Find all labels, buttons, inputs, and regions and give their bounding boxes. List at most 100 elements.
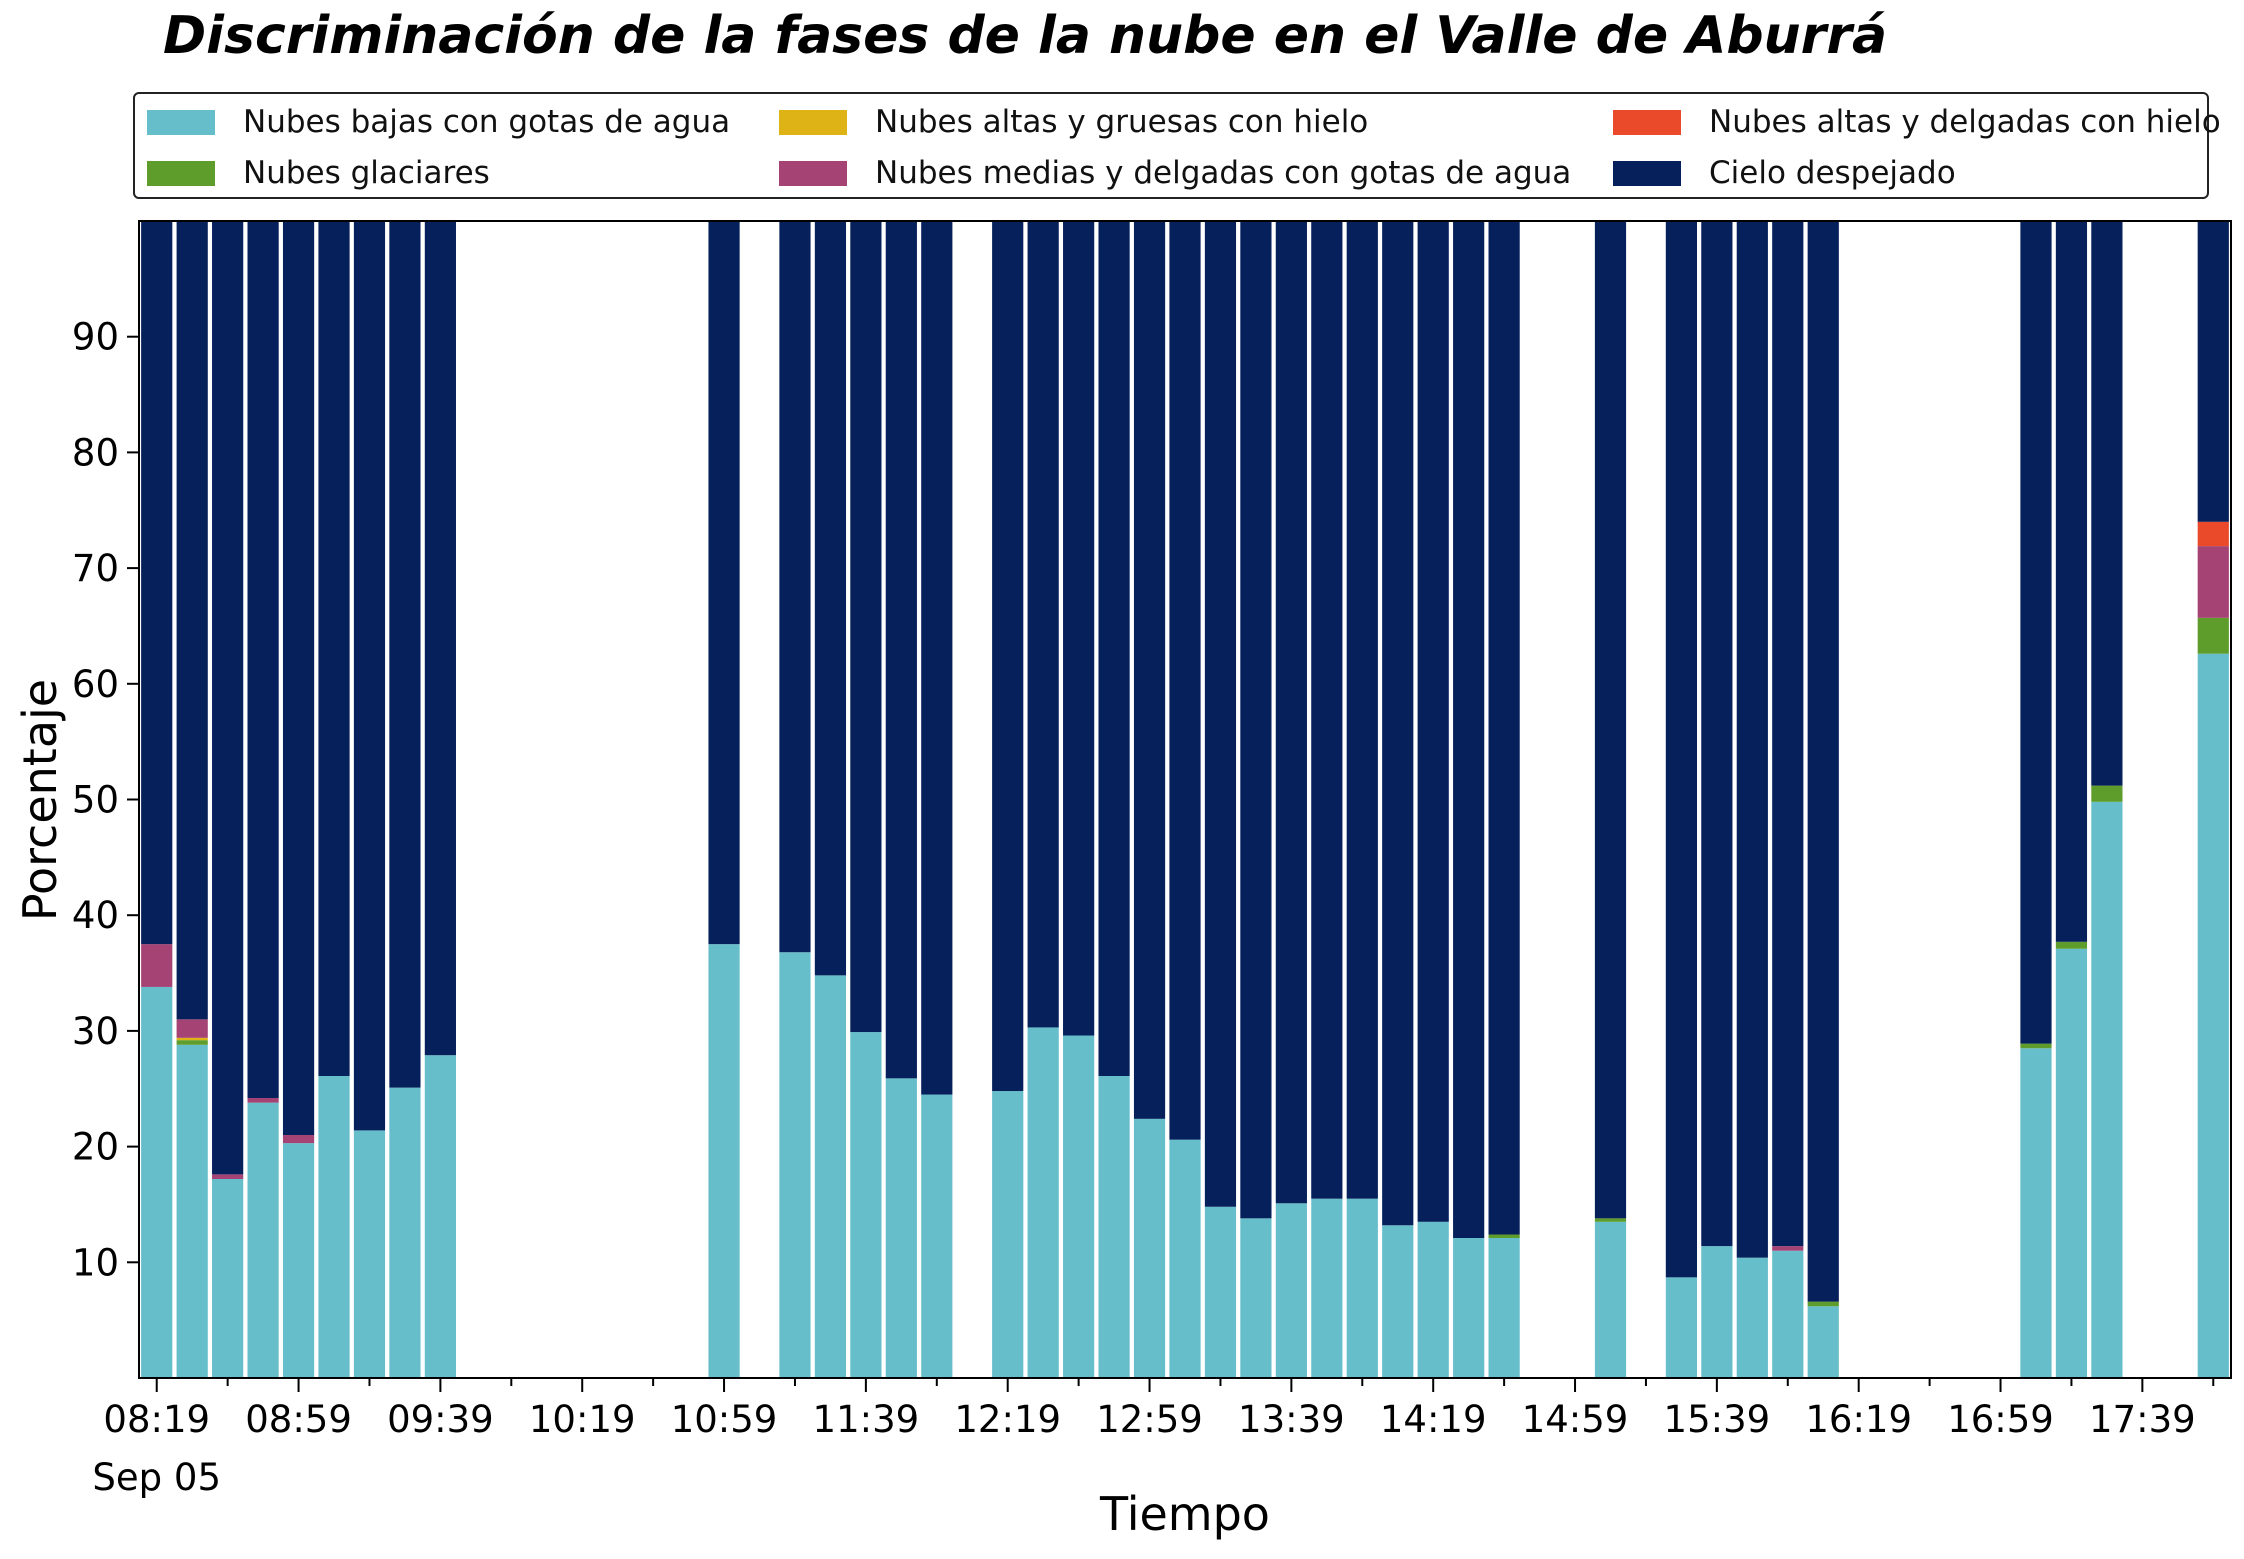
legend-item-nubes-altas-gruesas: Nubes altas y gruesas con hielo (779, 104, 1368, 140)
bar-segment (2091, 801, 2123, 1378)
x-tick-label: 12:59 (1096, 1398, 1203, 1441)
bar-segment (1772, 1246, 1804, 1251)
bar-segment (424, 1055, 456, 1378)
bar-segment (1736, 221, 1768, 1258)
bar-segment (1807, 221, 1839, 1302)
bar-segment (2091, 785, 2123, 802)
legend-label: Nubes glaciares (243, 155, 490, 191)
x-tick-label: 16:19 (1805, 1398, 1912, 1441)
legend-item-cielo-despejado: Cielo despejado (1613, 155, 1956, 191)
legend-swatch (1613, 109, 1681, 135)
legend-label: Nubes altas y delgadas con hielo (1709, 104, 2221, 140)
bar-segment (141, 944, 173, 987)
bar-segment (850, 221, 882, 1033)
bar-segment (2055, 948, 2088, 1378)
y-tick-label: 80 (72, 431, 119, 474)
bar-segment (814, 221, 847, 976)
bar-segment (1594, 221, 1627, 1219)
x-tick-label: 10:19 (529, 1398, 636, 1441)
bar-segment (1382, 1225, 1414, 1378)
legend-swatch (779, 109, 847, 135)
bar-segment (2055, 221, 2088, 942)
bar-segment (389, 221, 421, 1088)
y-tick-label: 40 (72, 894, 119, 937)
bar-segment (1382, 221, 1414, 1226)
bar-segment (1063, 221, 1095, 1036)
x-tick-label: 08:59 (245, 1398, 352, 1441)
legend-label: Nubes medias y delgadas con gotas de agu… (875, 155, 1572, 191)
x-tick-label: 11:39 (813, 1398, 920, 1441)
y-axis: 10 20 30 40 50 60 70 80 90 (72, 316, 139, 1284)
bar-segment (708, 221, 740, 945)
bar-segment (1027, 221, 1059, 1028)
x-tick-label: 13:39 (1238, 1398, 1345, 1441)
bar-segment (850, 1032, 882, 1378)
bar-segment (212, 221, 244, 1175)
y-axis-label: Porcentaje (13, 679, 67, 921)
bar-segment (176, 1040, 208, 1045)
bar-segment (1027, 1027, 1059, 1378)
bar-segment (247, 221, 279, 1099)
bar-segment (1169, 221, 1201, 1140)
bar-segment (1665, 1277, 1698, 1378)
bar-segment (1417, 1221, 1449, 1378)
bar-segment (2197, 521, 2229, 547)
x-tick-label: 10:59 (671, 1398, 778, 1441)
bar-segment (176, 1044, 208, 1378)
bar-segment (1701, 221, 1733, 1247)
x-tick-label: 08:19 (103, 1398, 210, 1441)
legend-label: Cielo despejado (1709, 155, 1956, 191)
bar-segment (282, 221, 315, 1136)
bar-segment (1346, 221, 1378, 1199)
bar-segment (1701, 1246, 1733, 1378)
x-tick-label: 14:19 (1380, 1398, 1487, 1441)
x-axis: 08:19 08:59 09:39 10:19 10:59 11:39 12:19 12:59… (92, 1378, 2215, 1499)
bar-segment (424, 221, 456, 1056)
bar-segment (212, 1174, 244, 1179)
bar-segment (2197, 653, 2229, 1378)
x-tick-label: 15:39 (1664, 1398, 1771, 1441)
bar-segment (176, 221, 208, 1020)
x-tick-label: 09:39 (387, 1398, 494, 1441)
chart-title: Discriminación de la fases de la nube en… (163, 6, 1888, 66)
bars-layer (141, 221, 2229, 1379)
bar-segment (779, 221, 811, 953)
y-tick-label: 50 (72, 779, 119, 822)
x-tick-label: 12:19 (954, 1398, 1061, 1441)
bar-segment (1204, 221, 1237, 1207)
legend-item-nubes-altas-delgadas: Nubes altas y delgadas con hielo (1613, 104, 2221, 140)
x-tick-label: 17:39 (2089, 1398, 2196, 1441)
bar-segment (1311, 1198, 1343, 1378)
y-tick-label: 90 (72, 316, 119, 359)
bar-segment (2055, 941, 2088, 949)
y-tick-label: 10 (72, 1241, 119, 1284)
bar-segment (176, 1019, 208, 1038)
y-tick-label: 20 (72, 1126, 119, 1169)
legend-swatch (147, 109, 215, 135)
x-date-label: Sep 05 (92, 1456, 221, 1499)
bar-segment (1275, 1203, 1307, 1378)
bar-segment (1488, 1238, 1520, 1378)
bar-segment (708, 944, 740, 1379)
bar-segment (1453, 221, 1485, 1238)
bar-segment (1240, 1218, 1272, 1378)
bar-segment (1453, 1238, 1485, 1378)
bar-segment (2197, 221, 2229, 522)
legend-swatch (1613, 160, 1681, 186)
legend: Nubes bajas con gotas de agua Nubes alta… (133, 92, 2221, 199)
bar-segment (1311, 221, 1343, 1199)
bar-segment (2020, 1043, 2052, 1049)
bar-segment (921, 221, 953, 1095)
legend-item-nubes-bajas: Nubes bajas con gotas de agua (147, 104, 730, 140)
bar-segment (2197, 546, 2229, 618)
x-tick-label: 16:59 (1947, 1398, 2054, 1441)
bar-segment (1204, 1206, 1237, 1378)
bar-segment (318, 1076, 350, 1378)
bar-segment (1807, 1306, 1839, 1378)
bar-segment (1063, 1035, 1095, 1378)
bar-segment (1736, 1257, 1768, 1378)
bar-segment (282, 1143, 315, 1378)
bar-segment (1417, 221, 1449, 1222)
